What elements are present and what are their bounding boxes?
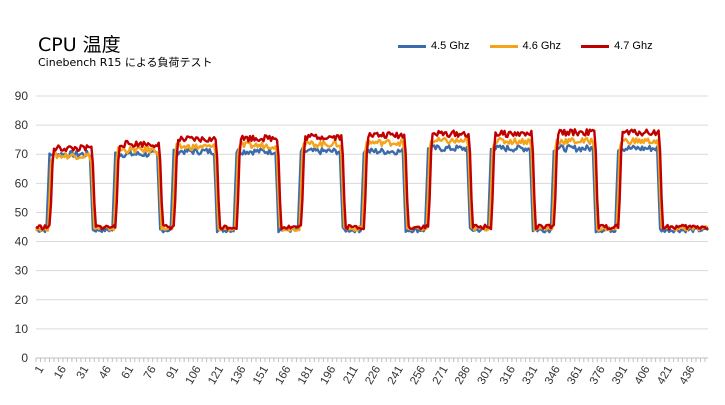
legend-item-series-0: 4.5 Ghz (398, 40, 470, 52)
x-tick-label-331: 331 (520, 364, 540, 387)
x-tick-label-196: 196 (318, 364, 338, 387)
x-tick-label-226: 226 (363, 364, 383, 387)
legend-label-series-1: 4.6 Ghz (522, 40, 562, 52)
x-tick-label-151: 151 (251, 364, 271, 387)
y-tick-label-20: 20 (15, 293, 29, 307)
series-line-2 (35, 128, 709, 231)
x-tick-label-256: 256 (408, 364, 428, 387)
x-tick-label-76: 76 (142, 364, 159, 381)
y-tick-label-30: 30 (15, 264, 29, 278)
chart-title: CPU 温度 (38, 34, 121, 56)
x-tick-label-106: 106 (184, 364, 204, 387)
legend-swatch-series-1 (489, 44, 518, 48)
x-tick-label-301: 301 (476, 364, 496, 387)
y-tick-label-80: 80 (15, 118, 29, 132)
x-tick-label-211: 211 (341, 364, 361, 386)
y-tick-label-0: 0 (21, 351, 28, 365)
y-tick-label-70: 70 (15, 147, 29, 161)
legend-label-series-2: 4.7 Ghz (614, 40, 653, 52)
x-tick-label-166: 166 (274, 364, 294, 387)
legend-swatch-series-0 (398, 44, 426, 48)
y-tick-label-50: 50 (15, 205, 29, 219)
y-tick-label-40: 40 (15, 235, 29, 249)
x-tick-label-121: 121 (206, 364, 226, 387)
x-tick-label-61: 61 (120, 364, 137, 381)
x-tick-label-286: 286 (453, 364, 473, 387)
x-tick-label-436: 436 (678, 364, 698, 387)
y-tick-label-90: 90 (15, 89, 29, 103)
legend-item-series-2: 4.7 Ghz (581, 40, 653, 52)
legend-swatch-series-2 (581, 44, 610, 48)
x-tick-label-316: 316 (498, 364, 518, 387)
x-tick-label-421: 421 (655, 364, 675, 387)
series-line-0 (35, 144, 709, 234)
x-tick-label-391: 391 (610, 364, 630, 387)
x-tick-label-136: 136 (229, 364, 249, 387)
x-tick-label-31: 31 (75, 364, 92, 381)
x-tick-label-271: 271 (431, 364, 451, 387)
x-tick-label-346: 346 (543, 364, 563, 387)
x-tick-label-1: 1 (33, 364, 47, 376)
y-tick-label-60: 60 (15, 176, 29, 190)
x-tick-label-361: 361 (565, 364, 585, 387)
series-line-1 (35, 136, 710, 232)
x-tick-label-181: 181 (296, 364, 316, 387)
legend-item-series-1: 4.6 Ghz (489, 40, 562, 52)
y-tick-label-10: 10 (15, 322, 29, 336)
chart-subtitle: Cinebench R15 による負荷テスト (38, 56, 213, 69)
x-tick-label-46: 46 (97, 364, 114, 381)
x-tick-label-91: 91 (164, 364, 181, 381)
legend: 4.5 Ghz 4.6 Ghz 4.7 Ghz (398, 40, 653, 52)
x-tick-label-376: 376 (588, 364, 608, 387)
x-tick-label-241: 241 (386, 364, 406, 387)
x-tick-label-16: 16 (52, 364, 69, 381)
x-tick-label-406: 406 (633, 364, 653, 387)
legend-label-series-0: 4.5 Ghz (431, 40, 470, 52)
